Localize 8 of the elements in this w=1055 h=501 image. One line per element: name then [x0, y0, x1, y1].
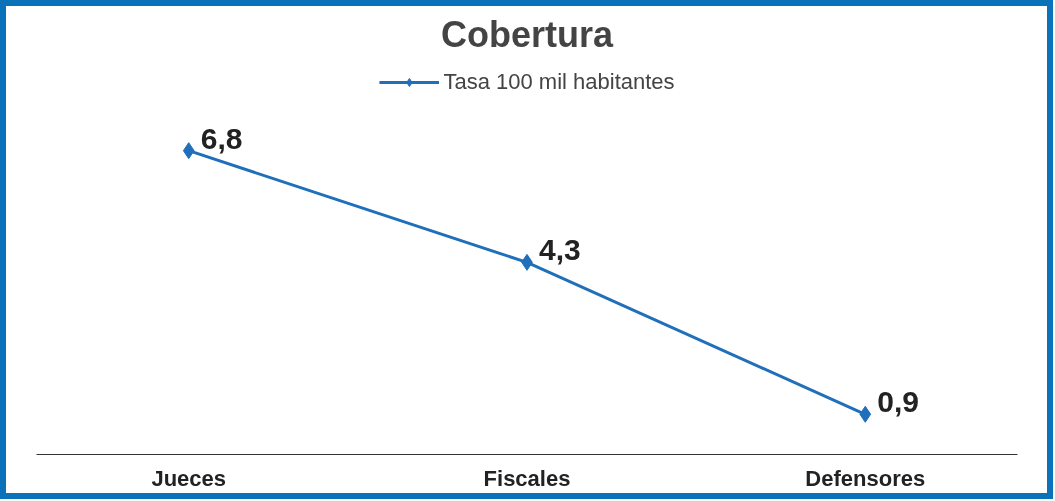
data-label: 0,9 [877, 385, 919, 419]
data-label: 6,8 [200, 121, 243, 155]
legend-label: Tasa 100 mil habitantes [443, 69, 675, 95]
x-tick-label: Fiscales [483, 465, 571, 491]
data-label: 4,3 [539, 233, 581, 267]
x-tick-label: Jueces [151, 465, 227, 491]
x-tick-label: Defensores [805, 465, 926, 491]
chart-title: Cobertura [440, 13, 614, 55]
